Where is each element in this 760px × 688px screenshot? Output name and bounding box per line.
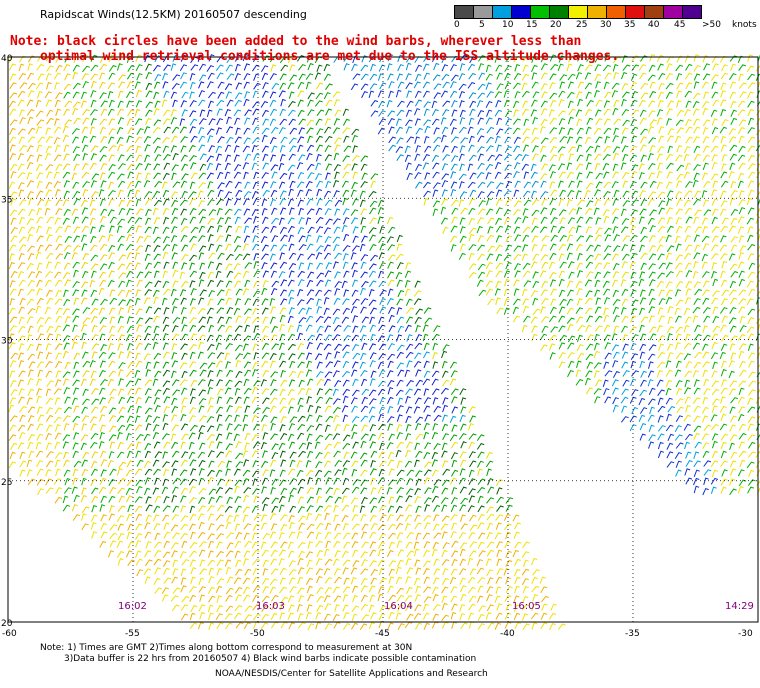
color-scale-label: 20 — [550, 20, 562, 30]
color-scale-label: 30 — [600, 20, 612, 30]
warning-note-line1: Note: black circles have been added to t… — [10, 34, 582, 49]
longitude-label: -40 — [500, 629, 515, 639]
footer-note-line1: Note: 1) Times are GMT 2)Times along bot… — [40, 643, 413, 653]
color-swatch — [682, 5, 702, 19]
color-scale — [454, 5, 702, 19]
wind-swaths — [8, 53, 760, 631]
color-scale-label: 10 — [502, 20, 514, 30]
color-scale-label: 5 — [479, 20, 485, 30]
lat-lon-grid — [7, 56, 759, 623]
color-scale-label: 0 — [454, 20, 460, 30]
time-label: 16:03 — [256, 601, 285, 612]
map-title: Rapidscat Winds(12.5KM) 20160507 descend… — [40, 8, 307, 21]
latitude-label: 40 — [1, 54, 13, 64]
time-label: 16:04 — [384, 601, 413, 612]
color-scale-label: >50 — [702, 20, 721, 30]
color-scale-labels: 0 5 10 15 20 25 30 35 40 45 >50 — [452, 20, 760, 32]
latitude-label: 20 — [1, 619, 13, 629]
longitude-label: -35 — [625, 629, 640, 639]
latitude-label: 25 — [1, 478, 12, 488]
warning-note-line2: optimal wind retrieval conditions are me… — [40, 49, 620, 64]
longitude-label: -30 — [738, 629, 753, 639]
color-scale-label: 45 — [674, 20, 686, 30]
color-scale-label: 15 — [526, 20, 538, 30]
latitude-label: 35 — [1, 195, 12, 205]
color-scale-label: 25 — [576, 20, 588, 30]
time-label: 16:02 — [118, 601, 147, 612]
color-scale-label: 35 — [624, 20, 636, 30]
color-scale-label: 40 — [648, 20, 660, 30]
longitude-label: -55 — [125, 629, 140, 639]
longitude-label: -50 — [250, 629, 265, 639]
time-label: 16:05 — [512, 601, 541, 612]
longitude-label: -45 — [375, 629, 390, 639]
axis-labels: 40 35 30 25 20-60 -55 -50 -45 -40 -35 -30 16:02 16:0… — [1, 54, 754, 639]
color-scale-units: knots — [732, 20, 757, 30]
longitude-label: -60 — [2, 629, 17, 639]
latitude-label: 30 — [1, 337, 13, 347]
footer-credit: NOAA/NESDIS/Center for Satellite Applica… — [215, 669, 488, 679]
time-label: 14:29 — [725, 601, 754, 612]
footer-note-line2: 3)Data buffer is 22 hrs from 20160507 4)… — [64, 654, 477, 664]
